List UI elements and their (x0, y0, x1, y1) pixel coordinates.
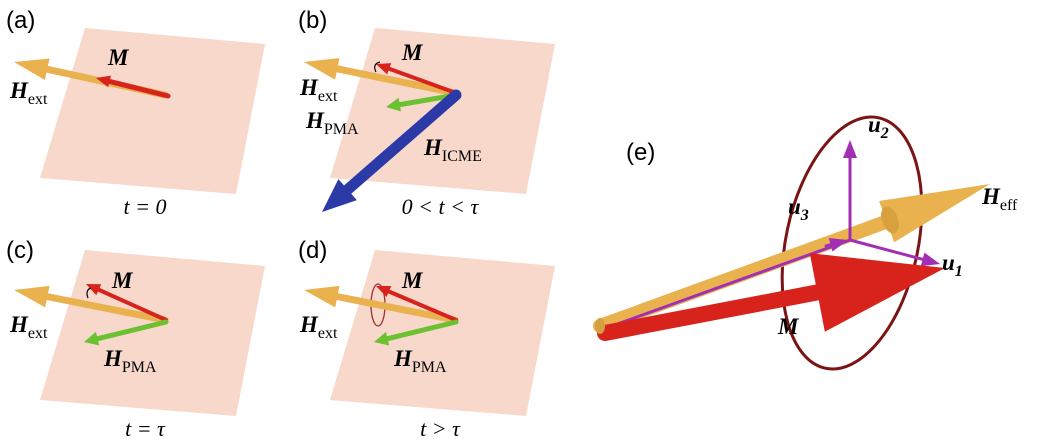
vector-label: M (111, 268, 134, 293)
vector-symbol: H (9, 312, 29, 337)
vector-symbol: H (299, 75, 319, 100)
vector-symbol: M (401, 268, 424, 293)
vector-symbol: H (393, 346, 413, 371)
arrow-head (879, 184, 990, 242)
vector-symbol: M (401, 40, 424, 65)
vector-label: Hext (299, 75, 338, 105)
vector-symbol: H (423, 135, 443, 160)
vector-symbol: H (305, 108, 325, 133)
vector-label: M (777, 314, 800, 339)
plane (330, 250, 555, 416)
vector-subscript: PMA (122, 359, 157, 376)
vector-subscript: ext (28, 325, 48, 342)
vector-subscript: 2 (880, 125, 889, 142)
vector-subscript: ext (318, 88, 338, 105)
vector-subscript: PMA (412, 359, 447, 376)
panel-label: (d) (298, 237, 327, 264)
shapes (14, 28, 990, 416)
arrow-shaft (850, 240, 923, 259)
arrow-shaft (826, 245, 831, 246)
arrow-base (595, 318, 605, 334)
vector-subscript: 3 (800, 207, 809, 224)
caption: t = 0 (124, 194, 167, 219)
panel-label: (b) (298, 7, 327, 34)
vector-label: u2 (868, 112, 889, 142)
vector-label: Hext (9, 312, 48, 342)
plane (40, 28, 265, 194)
vector-subscript: ext (318, 325, 338, 342)
vector-label: M (401, 40, 424, 65)
arrow-head (843, 140, 857, 158)
vector-label: u1 (942, 250, 963, 280)
vector-subscript: PMA (324, 121, 359, 138)
vector-label: Heff (981, 184, 1018, 214)
vector-label: Hext (299, 312, 338, 342)
caption: t = τ (125, 416, 166, 441)
vector-symbol: H (103, 346, 123, 371)
vector-symbol: u (942, 250, 955, 275)
vector-subscript: ICME (442, 148, 482, 165)
vector-symbol: M (777, 314, 800, 339)
vector-label: M (107, 45, 130, 70)
vector-label: Hext (9, 78, 48, 108)
vector-symbol: H (9, 78, 29, 103)
arrow-head (304, 286, 339, 308)
vector-symbol: u (868, 112, 881, 137)
figure: (a) (b) (c) (d) (e) t = 0 0 < t < τ t = … (0, 0, 1037, 441)
arrow-head (829, 238, 848, 252)
arrow-head (14, 286, 49, 308)
vector-label: M (401, 268, 424, 293)
vector-subscript: 1 (955, 263, 963, 280)
vector-symbol: M (107, 45, 130, 70)
panel-label: (e) (626, 139, 655, 166)
vector-subscript: ext (28, 91, 48, 108)
caption: t > τ (420, 416, 461, 441)
panel-label: (c) (6, 237, 34, 264)
vector-symbol: H (981, 184, 1001, 209)
vector-symbol: M (111, 268, 134, 293)
vector-symbol: u (788, 194, 801, 219)
plane (40, 250, 265, 416)
arrow-head (14, 59, 50, 80)
vector-subscript: eff (1000, 197, 1018, 214)
panel-label: (a) (6, 7, 35, 34)
caption: 0 < t < τ (402, 194, 480, 219)
arrow-head (921, 253, 940, 267)
vector-symbol: H (299, 312, 319, 337)
